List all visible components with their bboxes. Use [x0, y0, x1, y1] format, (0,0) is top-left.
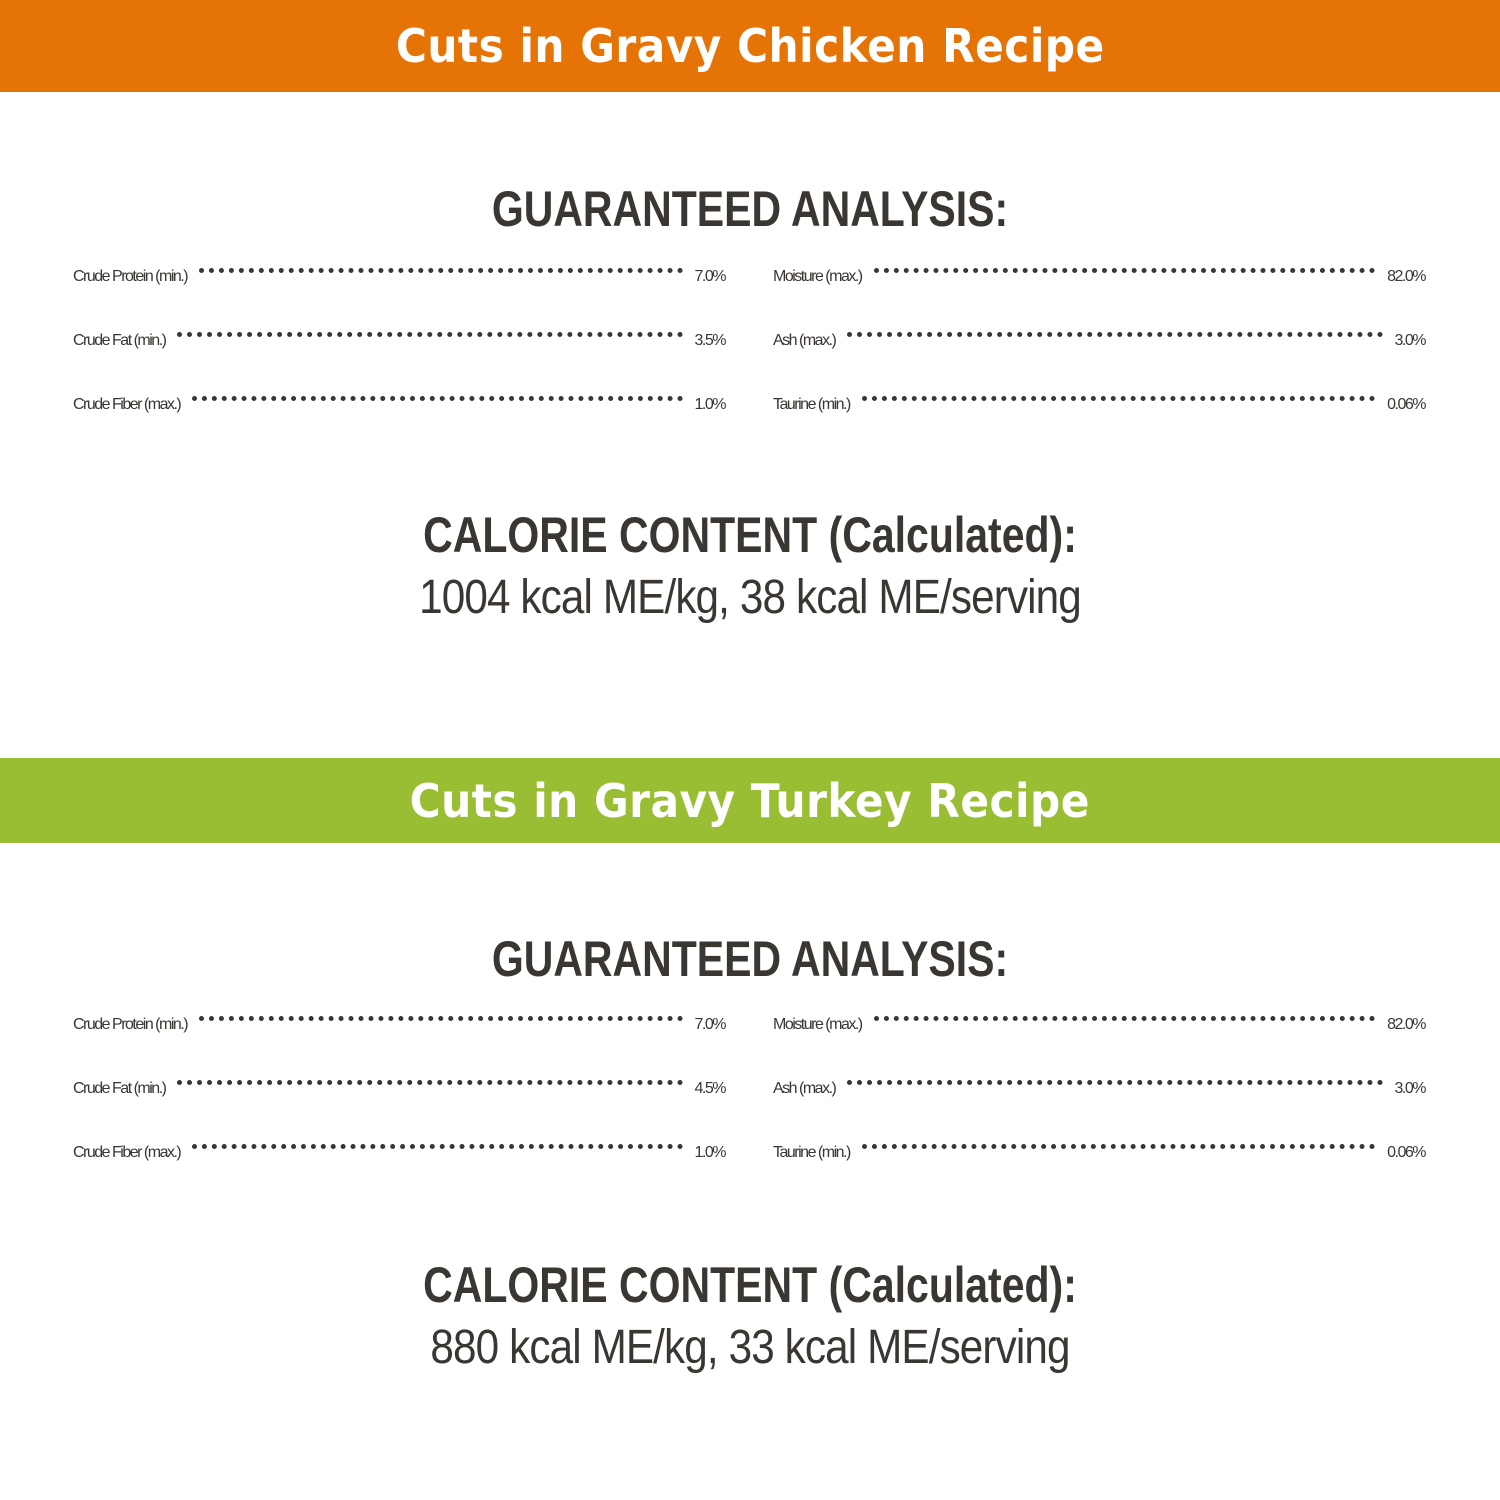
- row-value: 4.5%: [694, 1080, 727, 1097]
- row-label: Crude Protein (min.): [73, 1016, 189, 1033]
- row-label: Moisture (max.): [773, 268, 863, 285]
- row-value: 0.06%: [1387, 1144, 1426, 1161]
- leader-dots: [873, 268, 1376, 273]
- leader-dots: [847, 332, 1383, 337]
- row-value: 1.0%: [694, 396, 727, 413]
- turkey-analysis-heading: GUARANTEED ANALYSIS:: [491, 931, 1009, 987]
- turkey-row-taurine: Taurine (min.) 0.06%: [773, 1144, 1426, 1163]
- chicken-recipe-header: Cuts in Gravy Chicken Recipe: [0, 0, 1500, 92]
- turkey-calorie-heading: CALORIE CONTENT (Calculated):: [423, 1257, 1077, 1313]
- turkey-recipe-header: Cuts in Gravy Turkey Recipe: [0, 758, 1500, 843]
- leader-dots: [861, 1144, 1376, 1149]
- leader-dots: [861, 396, 1376, 401]
- chicken-row-moisture: Moisture (max.) 82.0%: [773, 268, 1426, 287]
- row-label: Ash (max.): [773, 332, 837, 349]
- chicken-calorie-heading: CALORIE CONTENT (Calculated):: [423, 507, 1077, 563]
- leader-dots: [873, 1016, 1376, 1021]
- chicken-analysis-heading: GUARANTEED ANALYSIS:: [491, 181, 1009, 237]
- chicken-recipe-title: Cuts in Gravy Chicken Recipe: [395, 19, 1105, 73]
- row-value: 0.06%: [1387, 396, 1426, 413]
- turkey-row-fiber: Crude Fiber (max.) 1.0%: [73, 1144, 727, 1163]
- row-value: 3.0%: [1394, 1080, 1427, 1097]
- turkey-calorie-value: 880 kcal ME/kg, 33 kcal ME/serving: [430, 1321, 1070, 1374]
- row-value: 7.0%: [694, 1016, 727, 1033]
- row-label: Moisture (max.): [773, 1016, 863, 1033]
- row-label: Ash (max.): [773, 1080, 837, 1097]
- chicken-row-taurine: Taurine (min.) 0.06%: [773, 396, 1426, 415]
- row-label: Taurine (min.): [773, 1144, 851, 1161]
- row-value: 82.0%: [1387, 268, 1426, 285]
- row-label: Crude Fat (min.): [73, 1080, 167, 1097]
- chicken-row-fiber: Crude Fiber (max.) 1.0%: [73, 396, 727, 415]
- row-value: 1.0%: [694, 1144, 727, 1161]
- leader-dots: [192, 396, 683, 401]
- row-label: Crude Protein (min.): [73, 268, 189, 285]
- row-label: Crude Fiber (max.): [73, 396, 182, 413]
- row-value: 7.0%: [694, 268, 727, 285]
- row-value: 3.5%: [694, 332, 727, 349]
- row-label: Taurine (min.): [773, 396, 851, 413]
- turkey-row-fat: Crude Fat (min.) 4.5%: [73, 1080, 727, 1099]
- leader-dots: [199, 1016, 683, 1021]
- row-value: 82.0%: [1387, 1016, 1426, 1033]
- turkey-recipe-title: Cuts in Gravy Turkey Recipe: [409, 773, 1091, 828]
- chicken-row-ash: Ash (max.) 3.0%: [773, 332, 1427, 351]
- leader-dots: [177, 332, 683, 337]
- leader-dots: [847, 1080, 1383, 1085]
- chicken-row-fat: Crude Fat (min.) 3.5%: [73, 332, 727, 351]
- chicken-calorie-value: 1004 kcal ME/kg, 38 kcal ME/serving: [419, 571, 1082, 624]
- chicken-row-protein: Crude Protein (min.) 7.0%: [73, 268, 727, 287]
- turkey-row-ash: Ash (max.) 3.0%: [773, 1080, 1427, 1099]
- turkey-row-protein: Crude Protein (min.) 7.0%: [73, 1016, 727, 1035]
- turkey-row-moisture: Moisture (max.) 82.0%: [773, 1016, 1426, 1035]
- row-label: Crude Fiber (max.): [73, 1144, 182, 1161]
- row-label: Crude Fat (min.): [73, 332, 167, 349]
- row-value: 3.0%: [1394, 332, 1427, 349]
- leader-dots: [192, 1144, 683, 1149]
- leader-dots: [177, 1080, 683, 1085]
- leader-dots: [199, 268, 683, 273]
